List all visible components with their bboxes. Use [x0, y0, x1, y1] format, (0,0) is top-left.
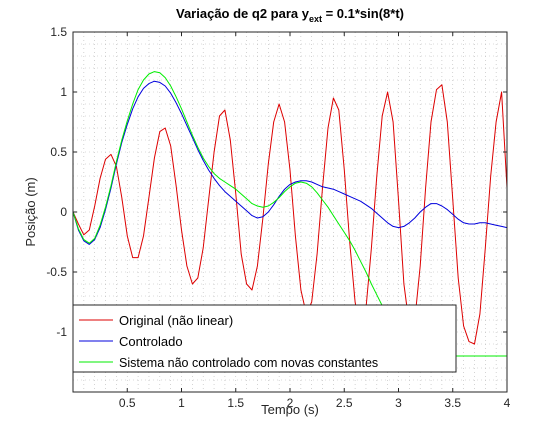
- x-axis-label: Tempo (s): [261, 402, 319, 417]
- chart-title: Variação de q2 para yext = 0.1*sin(8*t): [176, 6, 404, 24]
- chart-title-subscript: ext: [309, 14, 322, 24]
- legend-label-original: Original (não linear): [119, 313, 233, 328]
- series-line-1: [73, 80, 507, 245]
- y-tick-label: -0.5: [46, 265, 67, 279]
- x-tick-label: 1: [178, 396, 185, 410]
- x-tick-label: 3.5: [444, 396, 461, 410]
- y-tick-label: 0: [60, 205, 67, 219]
- x-tick-label: 3: [395, 396, 402, 410]
- y-tick-label: 1: [60, 85, 67, 99]
- legend-entry-controlado: Controlado: [79, 334, 183, 349]
- legend-entry-nao-controlado: Sistema não controlado com novas constan…: [79, 356, 378, 370]
- legend-entry-original: Original (não linear): [79, 313, 233, 328]
- x-tick-label: 2: [287, 396, 294, 410]
- y-tick-label: -1: [56, 325, 67, 339]
- chart-title-tail: = 0.1*sin(8*t): [322, 6, 404, 21]
- x-tick-label: 4: [504, 396, 511, 410]
- x-tick-label: 2.5: [336, 396, 353, 410]
- x-tick-label: 0.5: [119, 396, 136, 410]
- legend-box: [72, 304, 457, 373]
- legend: Original (não linear) Controlado Sistema…: [72, 304, 457, 373]
- y-tick-label: 0.5: [50, 145, 67, 159]
- legend-label-controlado: Controlado: [119, 334, 183, 349]
- y-tick-label: 1.5: [50, 25, 67, 39]
- x-tick-label: 1.5: [227, 396, 244, 410]
- ticks: 0.5 1 1.5 2 2.5 3 3.5 4 -1 -0.5 0 0.5 1 1.5: [46, 25, 510, 410]
- series-line-0: [73, 84, 507, 345]
- y-axis-label: Posição (m): [23, 177, 38, 246]
- legend-label-nao-controlado: Sistema não controlado com novas constan…: [119, 356, 378, 370]
